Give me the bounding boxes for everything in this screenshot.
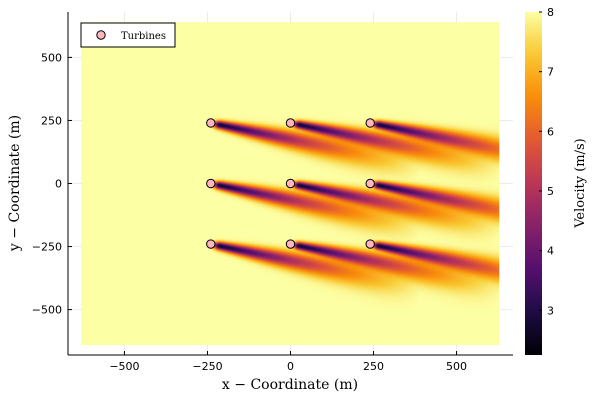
turbine-marker [285, 178, 296, 189]
colorbar-tick-label: 3 [547, 304, 554, 317]
x-tick-label: −500 [109, 360, 139, 373]
colorbar-tick-label: 4 [547, 245, 554, 258]
y-tick-label: −500 [32, 304, 62, 317]
legend-label: Turbines [121, 31, 166, 42]
legend-marker [96, 30, 106, 40]
y-tick-label: −250 [32, 241, 62, 254]
legend: Turbines [80, 22, 176, 48]
turbine-markers [206, 118, 375, 249]
colorbar-gradient [525, 12, 542, 355]
turbine-marker [365, 239, 375, 249]
colorbar-tick-label: 8 [547, 6, 554, 19]
turbine-marker [206, 239, 216, 249]
turbine-marker [206, 178, 216, 189]
colorbar-tick-label: 6 [547, 125, 554, 138]
y-tick-label: 500 [41, 51, 62, 64]
x-axis-label: x − Coordinate (m) [222, 377, 358, 393]
turbine-marker [285, 239, 296, 249]
turbine-marker [206, 118, 216, 128]
x-tick-label: 500 [446, 360, 467, 373]
x-tick-label: 0 [287, 360, 294, 373]
colorbar-tick-label: 5 [547, 185, 554, 198]
colorbar: 3 4 5 6 7 8 Velocity (m/s) [525, 6, 588, 355]
axes: −500 −250 0 250 500 −500 −250 0 250 500 [32, 12, 513, 373]
x-tick-label: −250 [192, 360, 222, 373]
y-tick-label: 250 [41, 114, 62, 127]
colorbar-label: Velocity (m/s) [573, 138, 588, 229]
turbine-marker [285, 118, 296, 128]
x-tick-label: 250 [363, 360, 384, 373]
turbine-marker [365, 178, 375, 189]
y-axis-label: y − Coordinate (m) [7, 115, 23, 252]
colorbar-tick-label: 7 [547, 66, 554, 79]
y-tick-label: 0 [55, 178, 62, 191]
turbine-marker [365, 118, 375, 128]
